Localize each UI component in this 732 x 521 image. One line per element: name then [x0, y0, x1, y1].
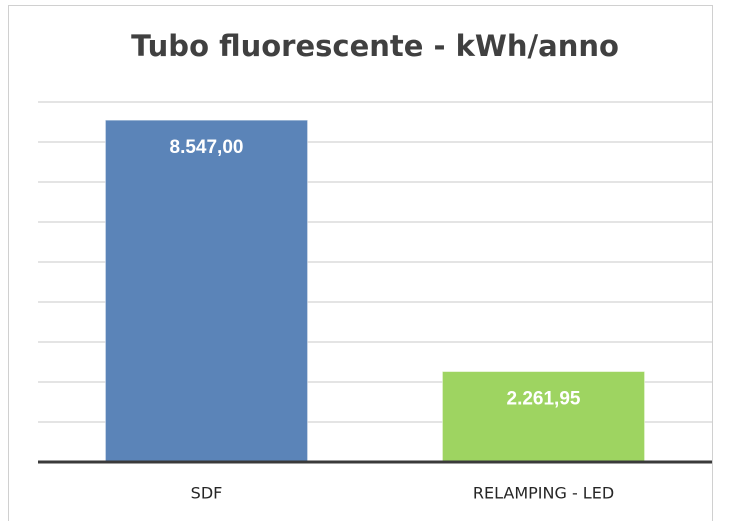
- value-label: 2.261,95: [507, 389, 581, 410]
- value-label: 8.547,00: [170, 137, 244, 158]
- chart-title: Tubo fluorescente - kWh/anno: [131, 29, 619, 63]
- bar: [104, 119, 309, 463]
- x-tick-label: RELAMPING - LED: [473, 484, 614, 503]
- x-tick-label: SDF: [191, 484, 223, 503]
- bar: [441, 371, 646, 463]
